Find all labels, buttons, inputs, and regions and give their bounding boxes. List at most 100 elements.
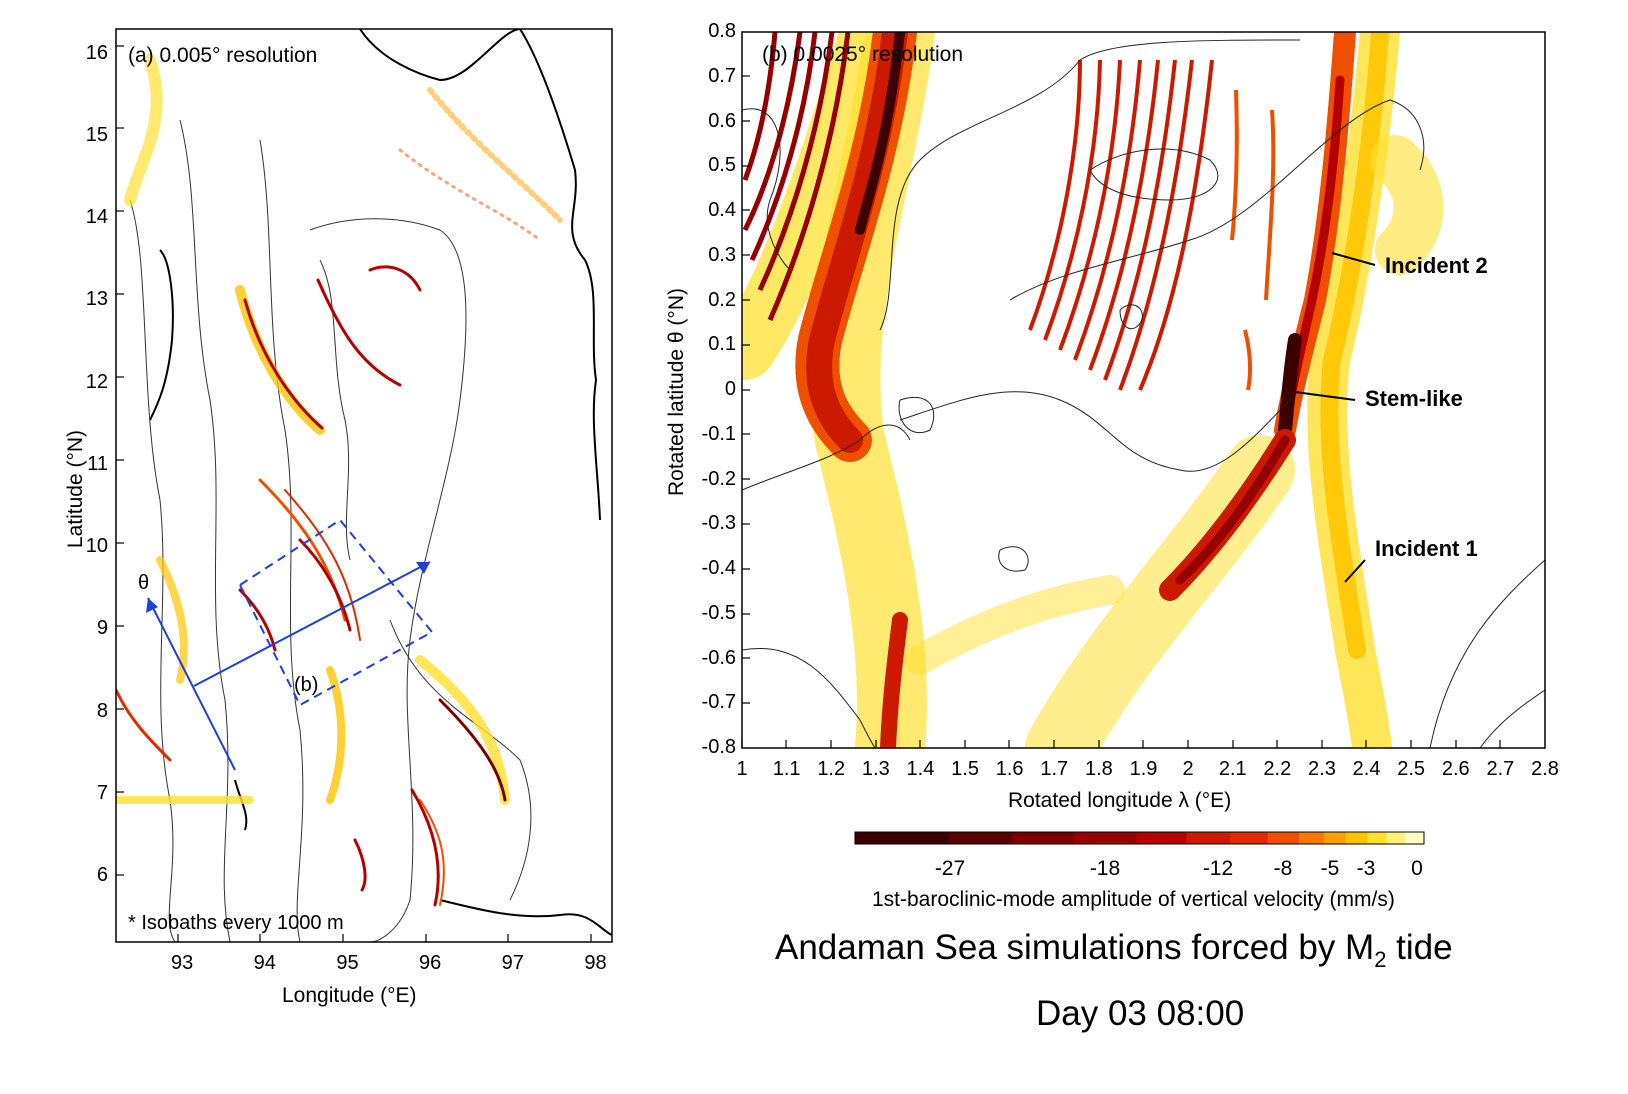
y-tick-label: 9	[96, 617, 108, 640]
figure-title: Andaman Sea simulations forced by M2 tid…	[775, 928, 1453, 973]
colorbar-tick-label: -27	[934, 857, 966, 880]
y-tick-label: -0.4	[701, 557, 736, 579]
x-tick-label: 1.5	[951, 758, 979, 780]
colorbar-swatch	[1367, 832, 1387, 844]
colorbar-label: 1st-baroclinic-mode amplitude of vertica…	[872, 888, 1395, 911]
y-tick-label: -0.7	[701, 691, 736, 714]
map-a-frame	[115, 28, 613, 943]
y-tick-label: 7	[96, 781, 108, 804]
y-tick-label: 12	[85, 370, 108, 393]
panel-a-footnote: * Isobaths every 1000 m	[128, 912, 344, 934]
colorbar-swatch	[1011, 832, 1075, 844]
x-tick-label: 1.8	[1084, 758, 1113, 780]
y-tick-label: 0.1	[708, 333, 736, 356]
y-tick-label: 8	[96, 699, 108, 722]
y-tick-label: 16	[85, 41, 108, 64]
x-tick-label: 1.7	[1040, 758, 1069, 780]
colorbar-tick-label: -18	[1089, 857, 1121, 880]
map-b-ticks	[741, 75, 1501, 748]
colorbar-tick-label: -8	[1273, 857, 1293, 880]
y-tick-label: 0.7	[708, 64, 736, 87]
y-tick-label: -0.2	[701, 467, 736, 490]
x-tick-label: 1.3	[861, 758, 890, 780]
y-tick-label: 0.5	[708, 154, 736, 177]
y-tick-label: 0.2	[708, 288, 736, 311]
colorbar-swatch	[1323, 832, 1347, 844]
y-tick-label: 14	[85, 206, 108, 229]
x-tick-label: 98	[584, 952, 607, 974]
x-tick-label: 2.1	[1218, 758, 1247, 780]
x-tick-label: 97	[501, 952, 524, 974]
panel-a-label: (a) 0.005° resolution	[128, 44, 318, 67]
colorbar-swatch	[1405, 832, 1425, 844]
x-tick-label: 2	[1182, 758, 1194, 780]
panel-b-label: (b) 0.0025° resolution	[762, 43, 964, 66]
annotation-stem-like: Stem-like	[1365, 386, 1463, 411]
x-tick-label: 1.6	[995, 758, 1024, 780]
x-tick-label: 1.1	[772, 758, 801, 780]
colorbar-swatch	[1345, 832, 1369, 844]
y-tick-label: 10	[85, 535, 108, 558]
y-tick-label: 6	[96, 864, 108, 887]
x-tick-label: 2.2	[1263, 758, 1292, 780]
panel-b-xlabel: Rotated longitude λ (°E)	[1008, 789, 1232, 812]
y-tick-label: -0.5	[701, 601, 736, 624]
map-b	[742, 32, 1545, 748]
colorbar	[854, 831, 1425, 845]
x-tick-label: 2.6	[1441, 758, 1470, 780]
x-tick-label: 1	[736, 758, 748, 780]
y-tick-label: 11	[87, 452, 108, 475]
y-tick-label: -0.6	[701, 646, 736, 669]
x-tick-label: 1.2	[817, 758, 846, 780]
annotation-incident-1: Incident 1	[1375, 536, 1478, 561]
colorbar-tick-label: 0	[1411, 857, 1423, 880]
y-tick-label: 0	[724, 378, 736, 400]
y-tick-label: -0.1	[701, 422, 736, 445]
y-tick-label: -0.8	[701, 736, 736, 758]
colorbar-frame	[854, 831, 1425, 845]
colorbar-tick-label: -5	[1320, 857, 1340, 880]
title-tail: tide	[1386, 928, 1453, 967]
y-tick-label: 15	[85, 123, 108, 146]
panel-a-xlabel: Longitude (°E)	[282, 984, 417, 1007]
theta-symbol: θ	[138, 572, 150, 594]
y-tick-label: 13	[85, 288, 108, 311]
rotated-domain-box	[146, 518, 434, 771]
colorbar-swatch	[855, 832, 950, 844]
x-tick-label: 2.8	[1531, 758, 1559, 780]
colorbar-tick-label: -12	[1202, 857, 1234, 880]
colorbar-swatch	[1386, 832, 1406, 844]
colorbar-tick-label: -3	[1356, 857, 1376, 880]
x-tick-label: 2.5	[1397, 758, 1426, 780]
x-tick-label: 2.4	[1352, 758, 1381, 780]
title-subscript: 2	[1374, 947, 1387, 972]
x-tick-label: 93	[171, 952, 194, 974]
colorbar-swatch	[1186, 832, 1231, 844]
x-tick-label: 95	[336, 952, 359, 974]
colorbar-swatch	[1298, 832, 1325, 844]
map-a	[116, 29, 612, 942]
x-tick-label: 96	[419, 952, 442, 974]
y-tick-label: 0.3	[708, 243, 736, 266]
colorbar-swatch	[948, 832, 1012, 844]
y-tick-label: 0.8	[708, 20, 736, 42]
map-a-ticks	[116, 45, 592, 942]
colorbar-swatch	[1230, 832, 1269, 844]
colorbar-swatch	[1073, 832, 1137, 844]
x-tick-label: 2.3	[1308, 758, 1336, 780]
annotation-leaders	[1294, 252, 1376, 583]
y-tick-label: -0.3	[701, 512, 736, 535]
panel-b-ylabel: Rotated latitude θ (°N)	[665, 288, 688, 497]
panel-a-ylabel: Latitude (°N)	[64, 429, 87, 549]
figure-time: Day 03 08:00	[1036, 994, 1245, 1033]
y-tick-label: 0.6	[708, 109, 736, 132]
colorbar-swatch	[1136, 832, 1187, 844]
y-tick-label: 0.4	[708, 199, 736, 221]
x-tick-label: 1.4	[906, 758, 935, 780]
x-tick-label: 94	[253, 952, 276, 974]
annotation-incident-2: Incident 2	[1385, 253, 1488, 278]
box-b-label: (b)	[294, 674, 319, 696]
x-tick-label: 2.7	[1486, 758, 1515, 780]
x-tick-label: 1.9	[1129, 758, 1158, 780]
